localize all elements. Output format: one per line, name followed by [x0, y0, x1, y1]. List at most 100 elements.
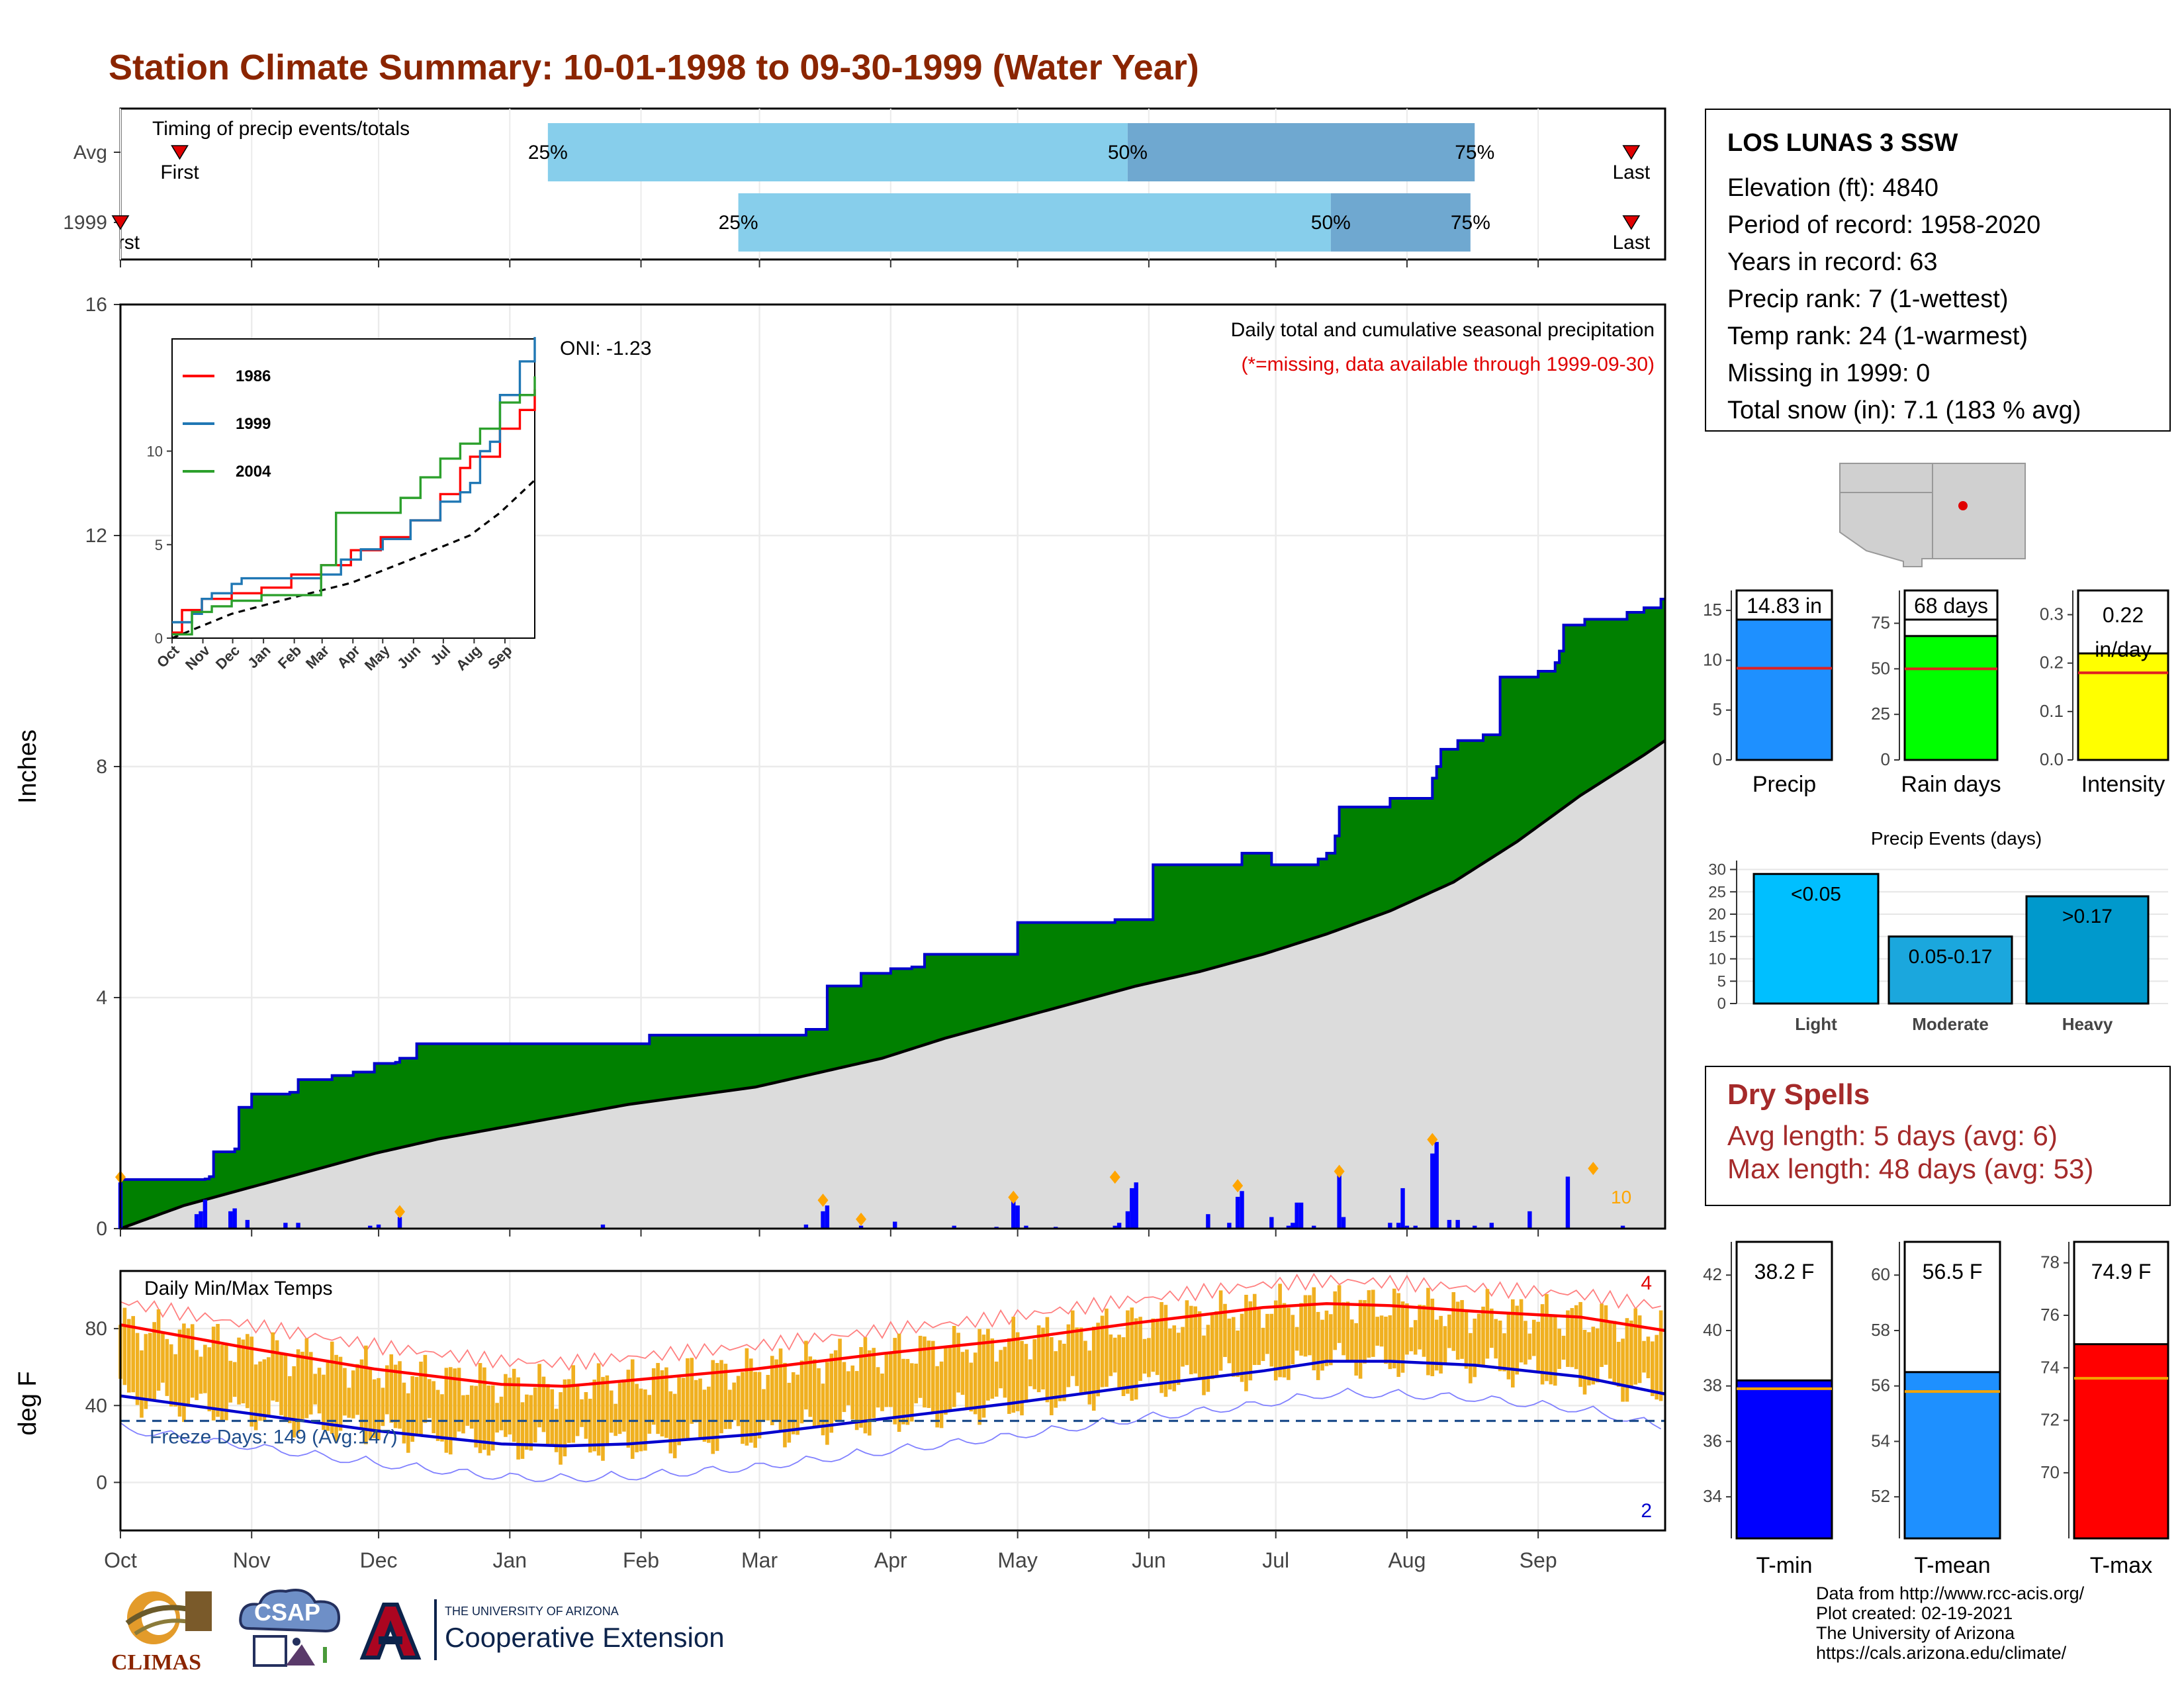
daily-temp-bar: [1566, 1310, 1570, 1367]
daily-temp-bar: [1218, 1290, 1223, 1371]
event-bar-value-label: 0.05-0.17: [1909, 946, 1993, 968]
daily-temp-bar: [228, 1360, 233, 1403]
daily-temp-bar: [1261, 1327, 1265, 1361]
record-low-envelope: [120, 1387, 1662, 1483]
daily-precip-bar: [1015, 1205, 1020, 1229]
station-info-box: LOS LUNAS 3 SSW Elevation (ft): 4840 Per…: [1705, 109, 2171, 432]
summary-category-label: T-mean: [1914, 1553, 1990, 1578]
daily-temp-bar: [821, 1383, 825, 1436]
daily-precip-bar: [1430, 1153, 1435, 1229]
credits: Data from http://www.rcc-acis.org/ Plot …: [1816, 1583, 2084, 1663]
daily-precip-bar: [232, 1208, 237, 1229]
daily-temp-bar: [359, 1359, 364, 1429]
timing-last-label: Last: [1612, 232, 1650, 254]
summary-temp-value-label: 56.5 F: [1923, 1260, 1983, 1284]
station-precip-rank: Precip rank: 7 (1-wettest): [1727, 286, 2009, 314]
daily-temp-bar: [1163, 1305, 1168, 1397]
timing-last-label: Last: [1612, 162, 1650, 183]
daily-temp-bar: [1295, 1327, 1299, 1351]
timing-label-50: 50%: [1108, 142, 1148, 164]
daily-temp-bar: [1160, 1302, 1163, 1393]
daily-temp-bar: [1473, 1318, 1477, 1378]
daily-temp-bar: [745, 1348, 749, 1446]
daily-temp-bar: [1066, 1324, 1071, 1387]
daily-temp-bar: [444, 1368, 449, 1453]
daily-precip-bar: [1388, 1223, 1392, 1229]
daily-temp-bar: [156, 1309, 161, 1391]
daily-precip-bar: [203, 1199, 208, 1229]
daily-temp-bar: [1126, 1310, 1130, 1394]
daily-temp-bar: [1485, 1289, 1490, 1359]
daily-temp-bar: [1210, 1315, 1214, 1380]
daily-precip-bar: [1227, 1223, 1232, 1229]
timing-last-marker: [1622, 145, 1641, 160]
daily-temp-bar: [1553, 1317, 1557, 1386]
summary-ytick-label: 56: [1871, 1376, 1890, 1395]
daily-temp-bar: [973, 1352, 978, 1415]
daily-temp-bar: [478, 1363, 482, 1454]
daily-precip-bar: [1269, 1217, 1274, 1229]
daily-temp-bar: [283, 1354, 288, 1417]
temp-xtick-label: May: [997, 1548, 1037, 1572]
daily-temp-bar: [1287, 1307, 1291, 1380]
daily-temp-bar: [1083, 1340, 1087, 1393]
daily-temp-bar: [469, 1385, 474, 1429]
csap-logo[interactable]: CSAP: [233, 1583, 347, 1681]
daily-temp-bar: [1506, 1311, 1511, 1380]
daily-temp-bar: [1582, 1329, 1587, 1395]
daily-temp-bar: [559, 1392, 563, 1465]
timing-title: Timing of precip events/totals: [152, 118, 410, 140]
daily-temp-bar: [1481, 1306, 1485, 1368]
events-ytick-label: 20: [1708, 906, 1726, 923]
summary-value-label: 68 days: [1914, 594, 1988, 618]
daily-temp-bar: [1257, 1309, 1261, 1365]
daily-precip-bar: [892, 1221, 897, 1229]
daily-temp-bar: [482, 1367, 486, 1450]
daily-temp-bar: [1278, 1284, 1282, 1378]
daily-precip-bar: [1341, 1217, 1346, 1229]
precip-ylabel: Inches: [14, 729, 42, 804]
credit-university: The University of Arizona: [1816, 1623, 2015, 1643]
daily-temp-bar: [1358, 1299, 1363, 1379]
timing-label-25: 25%: [528, 142, 568, 164]
daily-temp-bar: [406, 1393, 410, 1453]
daily-temp-bar: [317, 1368, 322, 1414]
daily-precip-bar: [1011, 1199, 1016, 1229]
avg-tmax-line: [120, 1302, 1666, 1388]
daily-temp-bar: [1041, 1327, 1045, 1389]
temp-ylabel: deg F: [14, 1371, 42, 1435]
snow-marker: [1232, 1179, 1244, 1193]
daily-temp-bar: [347, 1387, 351, 1418]
event-category-label: Heavy: [2062, 1014, 2113, 1034]
daily-temp-bar: [1265, 1313, 1269, 1354]
daily-temp-bar: [1494, 1319, 1498, 1359]
daily-temp-bar: [385, 1365, 389, 1415]
daily-temp-bar: [1350, 1319, 1354, 1362]
daily-temp-bar: [495, 1403, 499, 1433]
daily-temp-bar: [1384, 1316, 1388, 1364]
daily-temp-bar: [1333, 1291, 1338, 1350]
daily-temp-bar: [232, 1362, 237, 1397]
summary-ytick-label: 0.0: [2040, 749, 2064, 769]
snow-marker: [1588, 1162, 1599, 1176]
temp-xtick-label: Jun: [1132, 1548, 1166, 1572]
daily-temp-bar: [1176, 1333, 1181, 1385]
daily-temp-bar: [1049, 1337, 1054, 1415]
daily-temp-bar: [787, 1382, 792, 1443]
daily-temp-bar: [207, 1347, 212, 1412]
daily-precip-bar: [952, 1225, 956, 1229]
daily-temp-bar: [372, 1379, 377, 1438]
daily-temp-bar: [1291, 1315, 1295, 1365]
daily-temp-bar: [1633, 1308, 1638, 1385]
daily-temp-bar: [182, 1323, 186, 1423]
daily-temp-bar: [1363, 1300, 1367, 1364]
daily-temp-bar: [1345, 1301, 1350, 1361]
ua-cooperative-extension-logo[interactable]: THE UNIVERSITY OF ARIZONA Cooperative Ex…: [357, 1599, 781, 1665]
daily-temp-bar: [520, 1402, 525, 1459]
daily-temp-bar: [766, 1375, 770, 1421]
temp-xtick-label: Feb: [623, 1548, 659, 1572]
daily-temp-bar: [1142, 1338, 1147, 1374]
events-ytick-label: 25: [1708, 883, 1726, 901]
climas-logo[interactable]: CLIMAS: [109, 1583, 217, 1679]
daily-temp-bar: [1455, 1301, 1460, 1360]
